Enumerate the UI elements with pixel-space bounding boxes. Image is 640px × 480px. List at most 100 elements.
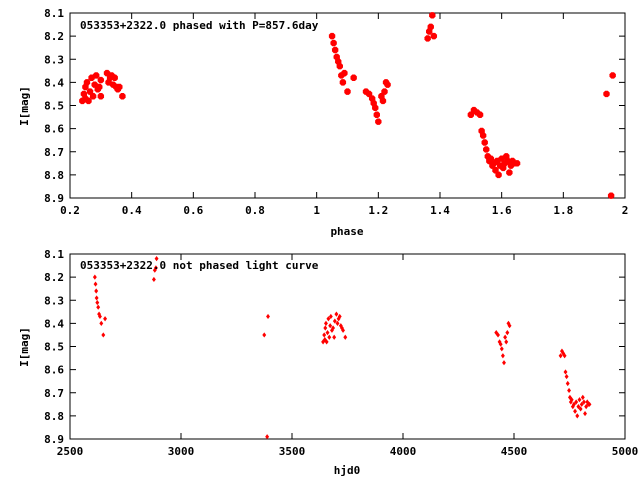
data-point (83, 79, 91, 86)
data-point (103, 316, 108, 322)
x-tick-labels: 2500 3000 3500 4000 4500 5000 (57, 445, 639, 458)
data-point (335, 320, 340, 326)
y-tick-label: 8.4 (44, 76, 64, 89)
data-point (580, 394, 585, 400)
data-point (427, 23, 434, 31)
y-tick-label: 8.9 (44, 433, 64, 446)
data-point (576, 404, 581, 410)
data-point (579, 401, 584, 407)
y-tick-label: 8.3 (44, 53, 64, 66)
x-tick-label: 1.6 (492, 204, 512, 217)
data-point (325, 330, 330, 336)
y-tick-label: 8.8 (44, 410, 64, 423)
axis-ticks (69, 253, 626, 440)
y-tick-label: 8.2 (44, 271, 64, 284)
data-point (265, 434, 270, 440)
y-tick-label: 8.1 (44, 7, 64, 20)
data-point (328, 313, 333, 320)
data-point (95, 299, 100, 306)
x-tick-label: 0.2 (60, 204, 80, 217)
data-point (500, 353, 505, 359)
data-point (89, 93, 97, 100)
data-point (372, 104, 379, 112)
data-point (564, 373, 569, 380)
data-point (331, 325, 336, 331)
x-tick-label: 1.4 (430, 204, 450, 217)
data-point (93, 281, 98, 287)
data-point (344, 88, 351, 95)
y-tick-label: 8.6 (44, 364, 64, 377)
data-point (578, 406, 583, 412)
data-point (93, 72, 100, 79)
data-point (326, 316, 331, 322)
data-point (565, 380, 570, 387)
data-point (331, 46, 339, 54)
y-tick-labels: 8.1 8.2 8.3 8.4 8.5 8.6 8.7 8.8 8.9 (44, 248, 64, 446)
x-tick-label: 0.4 (122, 204, 142, 217)
data-point (505, 330, 510, 336)
data-point (111, 74, 118, 81)
data-point (323, 325, 328, 331)
plot-frame (69, 12, 626, 199)
data-point (324, 339, 329, 345)
data-point (498, 341, 503, 347)
data-point (558, 353, 563, 359)
plot-frame (69, 253, 626, 440)
data-point (266, 313, 270, 320)
x-tick-label: 0.8 (245, 204, 265, 217)
data-point (577, 397, 582, 403)
data-point (481, 139, 488, 146)
data-point (569, 397, 574, 403)
y-tick-label: 8.7 (44, 387, 64, 400)
x-tick-label: 1 (313, 204, 320, 217)
data-point (603, 90, 610, 98)
data-point (327, 334, 332, 340)
data-point (322, 332, 327, 338)
data-point (94, 288, 99, 294)
x-tick-label: 4500 (501, 445, 528, 458)
data-point (567, 394, 572, 400)
data-point (101, 332, 106, 338)
y-tick-label: 8.5 (44, 341, 64, 354)
data-point (97, 93, 105, 100)
data-point (571, 401, 576, 407)
data-point (96, 83, 103, 91)
data-point (507, 323, 512, 329)
data-point (562, 353, 567, 359)
data-point (513, 160, 521, 167)
data-point (561, 350, 566, 357)
data-point (334, 311, 339, 317)
data-point (495, 171, 502, 179)
x-tick-label: 4000 (390, 445, 417, 458)
x-tick-label: 5000 (612, 445, 639, 458)
data-point (381, 88, 388, 95)
y-tick-label: 8.3 (44, 294, 64, 307)
data-point (570, 404, 575, 410)
data-point (379, 97, 387, 105)
data-point (341, 327, 346, 333)
data-point (94, 295, 99, 301)
data-point (384, 81, 391, 88)
data-points (79, 12, 616, 199)
data-point (430, 32, 438, 40)
data-point (119, 93, 126, 100)
data-point (503, 334, 508, 340)
data-point (609, 72, 616, 79)
data-point (575, 413, 580, 419)
data-point (92, 274, 97, 280)
x-tick-label: 3000 (168, 445, 195, 458)
data-point (96, 304, 101, 310)
data-point (499, 346, 504, 352)
data-point (350, 74, 357, 81)
data-point (337, 313, 342, 320)
phased-light-curve-plot: 0.2 0.4 0.6 0.8 1 1.2 1.4 1.6 1.8 2 8.18.28.38.48… (18, 7, 628, 238)
data-point (151, 276, 156, 283)
y-tick-label: 8.2 (44, 30, 64, 43)
x-tick-label: 0.6 (183, 204, 203, 217)
x-tick-label: 2500 (57, 445, 84, 458)
unphased-light-curve-plot: 2500 3000 3500 4000 4500 5000 8.1 8.2 8.3 8.4 8.5… (18, 248, 638, 477)
x-tick-labels: 0.2 0.4 0.6 0.8 1 1.2 1.4 1.6 1.8 2 (60, 204, 628, 217)
data-point (330, 39, 337, 47)
data-points (92, 256, 592, 440)
